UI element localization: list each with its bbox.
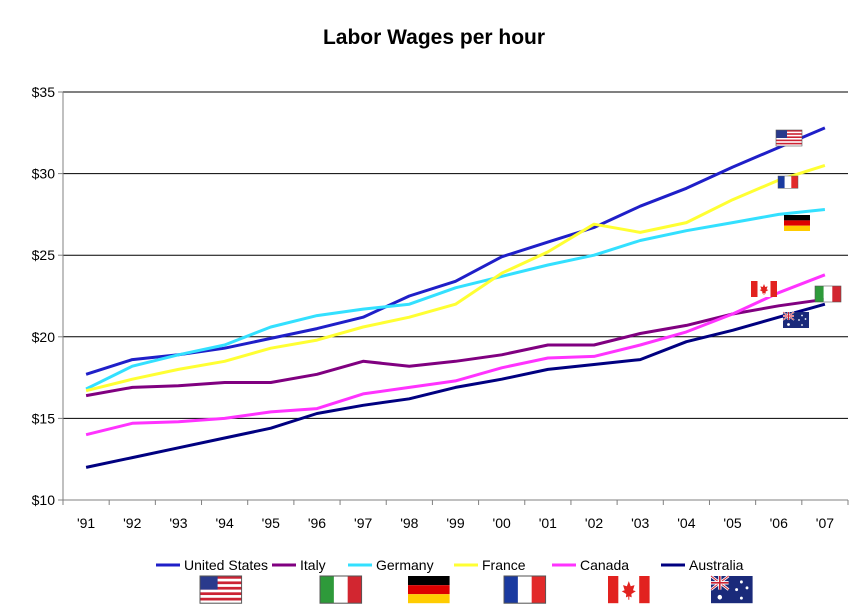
australia-flag-icon bbox=[709, 574, 755, 605]
canada-flag-icon bbox=[608, 576, 650, 604]
series-lines bbox=[85, 126, 826, 469]
legend-label: United States bbox=[184, 557, 268, 573]
us-flag-icon bbox=[199, 575, 243, 604]
legend-label: France bbox=[482, 557, 526, 573]
series-line-germany bbox=[85, 208, 826, 391]
x-tick-label: '00 bbox=[493, 515, 511, 531]
y-tick-label: $30 bbox=[32, 166, 56, 182]
series-line-united-states bbox=[85, 126, 826, 376]
legend-label: Canada bbox=[580, 557, 629, 573]
legend-flags bbox=[199, 574, 755, 605]
x-tick-label: '97 bbox=[354, 515, 372, 531]
x-tick-label: '93 bbox=[169, 515, 187, 531]
x-tick-label: '95 bbox=[262, 515, 280, 531]
france-flag-icon bbox=[503, 575, 547, 604]
x-tick-label: '01 bbox=[539, 515, 557, 531]
x-tick-label: '03 bbox=[631, 515, 649, 531]
series-line-canada bbox=[85, 273, 826, 437]
legend: United States Italy Germany France Canada Aus… bbox=[156, 557, 744, 573]
italy-flag-icon bbox=[814, 285, 842, 303]
germany-flag-icon bbox=[784, 215, 810, 231]
us-flag-icon bbox=[775, 129, 803, 147]
y-tick-label: $25 bbox=[32, 247, 56, 263]
series-line-france bbox=[85, 163, 826, 393]
x-tick-label: '05 bbox=[723, 515, 741, 531]
x-tick-label: '96 bbox=[308, 515, 326, 531]
series-line-italy bbox=[85, 297, 826, 398]
x-tick-label: '92 bbox=[123, 515, 141, 531]
x-tick-label: '07 bbox=[816, 515, 834, 531]
germany-flag-icon bbox=[408, 576, 450, 604]
x-tick-label: '99 bbox=[446, 515, 464, 531]
x-tick-label: '06 bbox=[770, 515, 788, 531]
y-tick-label: $20 bbox=[32, 329, 56, 345]
legend-label: Germany bbox=[376, 557, 434, 573]
y-tick-label: $10 bbox=[32, 492, 56, 508]
x-tick-label: '91 bbox=[77, 515, 95, 531]
y-tick-label: $35 bbox=[32, 84, 56, 100]
x-axis-ticks: '91 '92 '93 '94 '95 '96 '97 '98 '99 '00 '01 '02 '03 '… bbox=[62, 500, 849, 531]
legend-label: Australia bbox=[689, 557, 744, 573]
legend-label: Italy bbox=[300, 557, 326, 573]
chart-title: Labor Wages per hour bbox=[322, 26, 546, 49]
france-flag-icon bbox=[777, 175, 799, 189]
x-tick-label: '94 bbox=[215, 515, 233, 531]
axes bbox=[62, 92, 848, 501]
australia-flag-icon bbox=[782, 311, 810, 329]
x-tick-label: '98 bbox=[400, 515, 418, 531]
y-axis-ticks: $10 $15 $20 $25 $30 $35 bbox=[32, 84, 63, 508]
y-tick-label: $15 bbox=[32, 410, 56, 426]
series-line-australia bbox=[85, 302, 826, 469]
canada-flag-icon bbox=[751, 281, 777, 297]
x-tick-label: '02 bbox=[585, 515, 603, 531]
x-tick-label: '04 bbox=[677, 515, 695, 531]
italy-flag-icon bbox=[319, 575, 363, 604]
